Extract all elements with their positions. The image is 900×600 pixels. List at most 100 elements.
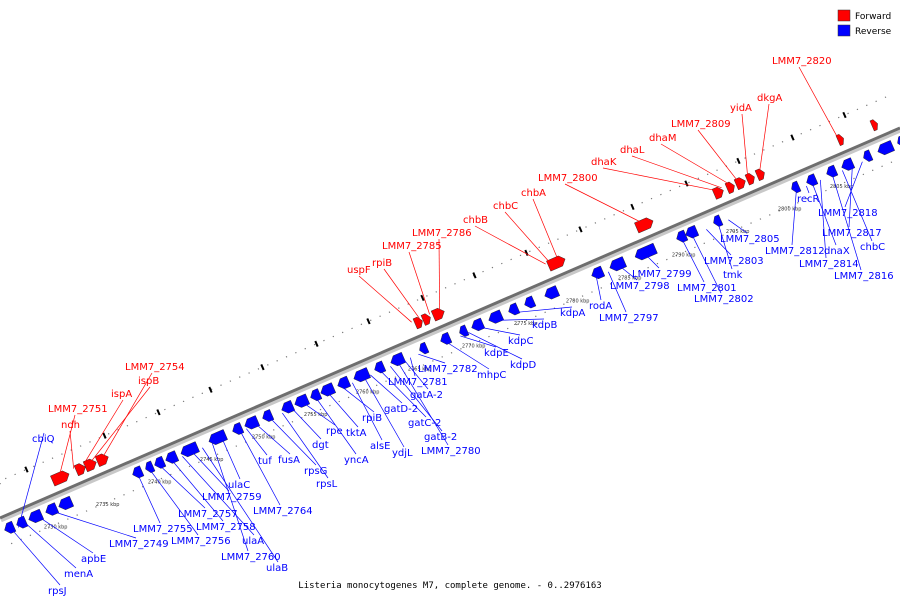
label-forward-lmm7-2786-leader bbox=[438, 238, 440, 311]
label-reverse-lmm7-2780-29: LMM7_2780 bbox=[421, 446, 481, 457]
label-forward-lmm7-2809-leader bbox=[697, 129, 738, 182]
label-reverse-chbc-53-leader bbox=[842, 170, 873, 242]
label-reverse-kdpc-36: kdpC bbox=[508, 336, 533, 347]
label-reverse-lmm7-2814-51: LMM7_2814 bbox=[799, 259, 859, 270]
gene-reverse-6 bbox=[145, 460, 156, 473]
label-reverse-kdpb-37-leader bbox=[496, 318, 545, 321]
label-reverse-ulac-13-leader bbox=[222, 438, 241, 480]
label-reverse-rpsj-1-leader bbox=[12, 529, 61, 586]
gene-forward-4 bbox=[412, 316, 423, 330]
label-reverse-tuf-15: tuf bbox=[258, 456, 272, 467]
label-forward-chbb: chbB bbox=[463, 215, 488, 226]
label-reverse-tkta-22: tktA bbox=[346, 428, 367, 439]
gene-forward-1 bbox=[73, 463, 86, 477]
label-reverse-lmm7-2801-43: LMM7_2801 bbox=[677, 283, 737, 294]
label-reverse-recr-49: recR bbox=[797, 194, 820, 205]
label-forward-yida-leader bbox=[741, 113, 748, 177]
guide-dash bbox=[842, 111, 847, 119]
label-reverse-ynca-21-leader bbox=[316, 398, 357, 455]
gene-forward-5 bbox=[420, 313, 431, 326]
label-reverse-mhpc-33-leader bbox=[446, 341, 490, 370]
scale-tick-label-2775-kbp: 2775 kbp bbox=[514, 321, 538, 327]
label-reverse-lmm7-2756-6-leader bbox=[150, 470, 199, 536]
forward-guide-line bbox=[0, 96, 887, 482]
label-reverse-lmm7-2749-4: LMM7_2749 bbox=[109, 539, 169, 550]
label-reverse-mena-2: menA bbox=[64, 569, 93, 580]
label-reverse-lmm7-2805-47-leader bbox=[728, 219, 748, 234]
label-reverse-lmm7-2814-51-leader bbox=[820, 179, 827, 259]
label-forward-dham: dhaM bbox=[649, 133, 676, 144]
guide-dash bbox=[366, 318, 371, 325]
label-reverse-fusa-16-leader bbox=[256, 424, 291, 455]
gene-reverse-8 bbox=[165, 450, 180, 464]
scale-tick-label-2735-kbp: 2735 kbp bbox=[96, 502, 120, 508]
label-reverse-lmm7-2760-12-leader bbox=[212, 443, 249, 552]
label-reverse-lmm7-2757-7-leader bbox=[160, 465, 206, 509]
reverse-guide-line bbox=[10, 157, 900, 545]
label-reverse-roda-39-leader bbox=[596, 276, 602, 301]
label-reverse-lmm7-2801-43-leader bbox=[682, 239, 705, 283]
gene-reverse-34 bbox=[685, 224, 700, 239]
label-forward-ispa: ispA bbox=[111, 389, 132, 400]
label-reverse-ulac-13: ulaC bbox=[228, 480, 250, 491]
label-reverse-ydjl-25: ydjL bbox=[392, 448, 413, 459]
label-reverse-lmm7-2799-42: LMM7_2799 bbox=[632, 269, 692, 280]
gene-forward-8 bbox=[634, 217, 654, 234]
label-reverse-kdpe-34-leader bbox=[460, 335, 497, 348]
label-reverse-lmm7-2757-7: LMM7_2757 bbox=[178, 509, 238, 520]
gene-reverse-5 bbox=[132, 465, 145, 479]
label-reverse-recr-49-leader bbox=[806, 185, 810, 194]
legend-label-reverse: Reverse bbox=[855, 27, 892, 37]
label-reverse-gatd-2-26: gatD-2 bbox=[384, 404, 418, 415]
gene-reverse-19 bbox=[353, 367, 371, 383]
guide-dash bbox=[102, 432, 107, 439]
label-forward-ndh: ndh bbox=[61, 420, 80, 431]
label-reverse-lmm7-2782-32: LMM7_2782 bbox=[418, 364, 478, 375]
label-reverse-kdpb-37: kdpB bbox=[532, 320, 557, 331]
label-reverse-lmm7-2764-14-leader bbox=[240, 431, 281, 506]
label-reverse-apbe-3-leader bbox=[40, 517, 94, 554]
label-reverse-tkta-22-leader bbox=[328, 392, 359, 428]
label-reverse-lmm7-2803-45-leader bbox=[706, 229, 732, 256]
gene-reverse-37 bbox=[806, 173, 819, 187]
gene-reverse-23 bbox=[440, 331, 453, 345]
label-reverse-mena-2-leader bbox=[26, 523, 77, 569]
label-reverse-lmm7-2802-44: LMM7_2802 bbox=[694, 294, 754, 305]
gene-reverse-22 bbox=[419, 341, 430, 355]
label-forward-dham-leader bbox=[660, 143, 730, 185]
gene-reverse-35 bbox=[713, 214, 724, 227]
gene-reverse-20 bbox=[374, 360, 387, 374]
gene-reverse-41 bbox=[877, 140, 895, 156]
gene-reverse-21 bbox=[390, 351, 407, 367]
label-forward-chbc: chbC bbox=[493, 201, 518, 212]
gene-reverse-11 bbox=[232, 422, 245, 435]
guide-dash bbox=[736, 157, 741, 165]
gene-reverse-29 bbox=[544, 285, 561, 300]
label-reverse-ydjl-25-leader bbox=[364, 377, 405, 448]
scale-tick-label-2750-kbp: 2750 kbp bbox=[252, 434, 276, 440]
label-reverse-ulaa-9-leader bbox=[182, 456, 255, 536]
label-forward-yida: yidA bbox=[730, 103, 752, 114]
label-forward-lmm7-2809: LMM7_2809 bbox=[671, 119, 731, 130]
label-reverse-lmm7-2798-41-leader bbox=[620, 266, 638, 281]
label-reverse-kdpa-38: kdpA bbox=[560, 308, 585, 319]
label-reverse-kdpd-35-leader bbox=[468, 332, 523, 360]
label-forward-dhak-leader bbox=[602, 167, 716, 191]
guide-dash bbox=[260, 364, 265, 371]
label-reverse-lmm7-2797-40-leader bbox=[608, 271, 627, 313]
label-forward-dhal: dhaL bbox=[620, 145, 645, 156]
scale-tick-label-2800-kbp: 2800 kbp bbox=[778, 206, 802, 212]
label-reverse-alse-24: alsE bbox=[370, 441, 390, 452]
label-reverse-rpsl-18-leader bbox=[282, 412, 329, 479]
label-reverse-lmm7-2780-29-leader bbox=[398, 362, 449, 446]
gene-forward-14 bbox=[835, 134, 844, 146]
label-forward-dhal-leader bbox=[631, 155, 722, 189]
label-reverse-lmm7-2756-6: LMM7_2756 bbox=[171, 536, 231, 547]
label-forward-lmm7-2786: LMM7_2786 bbox=[412, 228, 472, 239]
label-reverse-lmm7-2812-48-leader bbox=[791, 190, 797, 246]
label-reverse-lmm7-2782-32-leader bbox=[418, 353, 446, 364]
label-reverse-rpsl-18: rpsL bbox=[316, 479, 338, 490]
label-reverse-lmm7-2797-40: LMM7_2797 bbox=[599, 313, 659, 324]
label-reverse-tmk-46-leader bbox=[718, 224, 733, 270]
